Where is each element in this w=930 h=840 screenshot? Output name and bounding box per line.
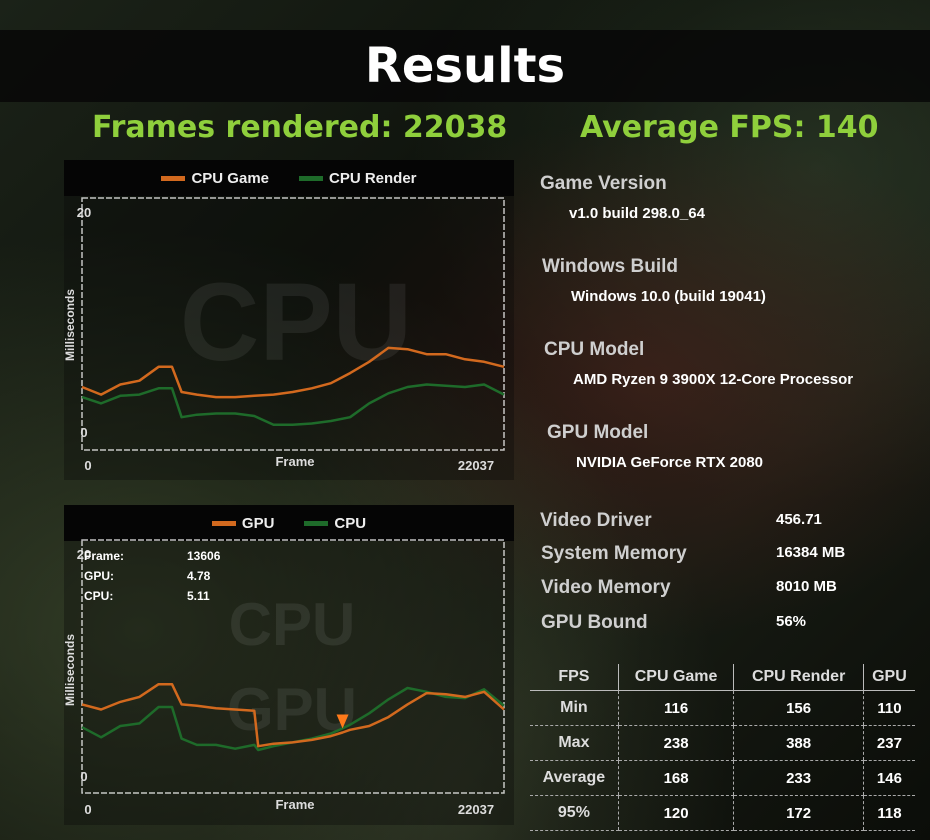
frames-rendered: Frames rendered: 22038: [92, 110, 508, 145]
gpu-chart-panel: GPU CPU CPU GPU 20 0 0 22037 Frame Milli…: [64, 505, 514, 825]
y-min-label: 0: [80, 769, 87, 784]
cpu-model-label: CPU Model: [544, 339, 645, 360]
frame-marker-icon[interactable]: [336, 714, 349, 729]
gpu-chart-legend: GPU CPU: [64, 505, 514, 541]
table-row: Average 168 233 146: [530, 760, 915, 796]
series-line-cpu-render: [81, 383, 505, 427]
cpu-model-value: AMD Ryzen 9 3900X 12-Core Processor: [573, 371, 854, 388]
table-cell: 172: [733, 795, 864, 831]
tooltip-cpu-value: 5.11: [187, 589, 210, 603]
legend-item-gpu: GPU: [211, 514, 275, 532]
legend-swatch-green: [304, 520, 329, 526]
plot-frame: [81, 197, 505, 451]
table-header-row: FPS CPU Game CPU Render GPU: [530, 664, 915, 691]
table-row: Max 238 388 237: [530, 725, 915, 761]
average-fps: Average FPS: 140: [580, 110, 879, 145]
legend-item-cpu-game: CPU Game: [161, 170, 269, 187]
table-cell: Min: [530, 690, 619, 726]
legend-label: GPU: [241, 514, 275, 532]
game-version-label: Game Version: [540, 173, 667, 194]
video-memory-label: Video Memory: [541, 577, 671, 598]
table-cell: 237: [862, 725, 915, 761]
y-axis-label: Milliseconds: [64, 634, 77, 706]
x-max-label: 22037: [458, 802, 494, 817]
x-min-label: 0: [84, 802, 91, 817]
table-cell: 95%: [530, 795, 619, 831]
table-header: CPU Game: [617, 664, 734, 691]
series-line-gpu: [81, 682, 505, 748]
cpu-chart-panel: CPU Game CPU Render CPU 20 0 0 22037 Fra…: [64, 160, 514, 480]
table-row: 95% 120 172 118: [530, 795, 915, 831]
tooltip-cpu-label: CPU:: [84, 589, 113, 603]
table-cell: 156: [733, 690, 864, 726]
windows-build-value: Windows 10.0 (build 19041): [571, 288, 766, 305]
table-cell: 238: [617, 725, 734, 761]
page-title: Results: [364, 38, 566, 94]
legend-item-cpu-render: CPU Render: [299, 170, 417, 187]
video-memory-value: 8010 MB: [776, 578, 837, 595]
x-axis-label: Frame: [275, 797, 314, 812]
legend-item-cpu: CPU: [304, 515, 366, 532]
tooltip-frame-value: 13606: [187, 549, 221, 563]
gpu-model-label: GPU Model: [547, 422, 649, 443]
x-min-label: 0: [84, 458, 91, 473]
table-cell: 388: [733, 725, 864, 761]
legend-label: CPU Game: [191, 169, 269, 187]
cpu-chart[interactable]: CPU 20 0 0 22037 Frame Milliseconds: [64, 160, 514, 480]
legend-swatch-green: [299, 175, 323, 181]
table-cell: 116: [617, 690, 734, 726]
video-driver-label: Video Driver: [540, 510, 652, 531]
system-memory-value: 16384 MB: [776, 544, 846, 561]
table-row: Min 116 156 110: [530, 690, 915, 726]
gpu-bound-label: GPU Bound: [541, 612, 648, 633]
tooltip-gpu-label: GPU:: [84, 569, 114, 583]
table-cell: Max: [530, 725, 619, 761]
video-driver-value: 456.71: [776, 511, 822, 528]
table-cell: 110: [862, 690, 915, 726]
gpu-chart[interactable]: CPU GPU 20 0 0 22037 Frame Milliseconds …: [64, 505, 514, 825]
gpu-bound-value: 56%: [776, 613, 807, 630]
tooltip-gpu-value: 4.78: [187, 569, 211, 583]
fps-table: FPS CPU Game CPU Render GPU Min 116 156 …: [530, 664, 915, 831]
windows-build-label: Windows Build: [542, 256, 678, 277]
x-axis-label: Frame: [275, 454, 314, 469]
cpu-chart-legend: CPU Game CPU Render: [64, 160, 514, 196]
tooltip-frame-label: Frame:: [84, 549, 124, 563]
table-header: FPS: [530, 664, 619, 691]
chart-watermark: CPU: [180, 261, 412, 384]
title-bar: Results: [0, 30, 930, 102]
y-axis-label: Milliseconds: [64, 289, 77, 361]
chart-watermark: CPU: [229, 591, 356, 658]
game-version-value: v1.0 build 298.0_64: [569, 205, 705, 222]
series-line-cpu-game: [81, 346, 505, 399]
table-cell: 118: [862, 795, 915, 831]
system-memory-label: System Memory: [541, 543, 687, 564]
y-max-label: 20: [77, 205, 91, 220]
legend-label: CPU Render: [329, 169, 417, 187]
plot-frame: [81, 539, 505, 794]
legend-label: CPU: [334, 514, 367, 532]
table-cell: 233: [733, 760, 864, 796]
table-cell: Average: [530, 760, 619, 796]
legend-swatch-orange: [161, 175, 186, 181]
y-min-label: 0: [80, 425, 87, 440]
table-cell: 120: [617, 795, 734, 831]
table-header: GPU: [862, 664, 915, 691]
gpu-model-value: NVIDIA GeForce RTX 2080: [576, 454, 764, 471]
table-cell: 146: [862, 760, 915, 796]
table-header: CPU Render: [733, 664, 864, 691]
x-max-label: 22037: [458, 458, 494, 473]
y-max-label: 20: [77, 547, 91, 562]
table-cell: 168: [617, 760, 734, 796]
legend-swatch-orange: [211, 520, 236, 526]
